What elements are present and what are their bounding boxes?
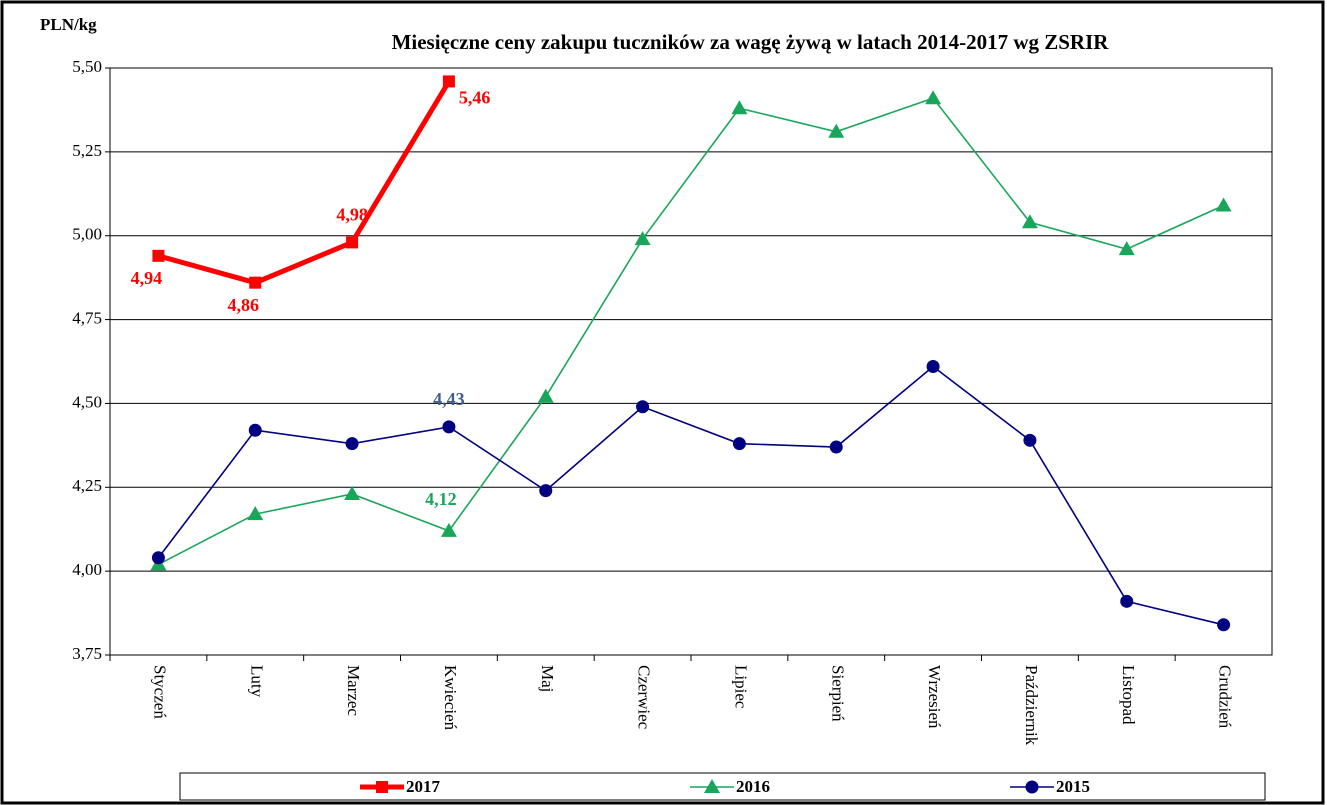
- marker: [829, 440, 843, 454]
- x-tick-label: Grudzień: [1216, 665, 1235, 729]
- x-tick-label: Sierpień: [828, 665, 847, 722]
- y-tick-label: 4,25: [72, 476, 102, 495]
- x-tick-label: Kwiecień: [441, 665, 460, 731]
- marker: [248, 423, 262, 437]
- series-line: [158, 97, 1224, 566]
- x-tick-label: Czerwiec: [635, 665, 654, 730]
- x-tick-label: Luty: [247, 665, 266, 698]
- legend-label: 2015: [1056, 777, 1090, 796]
- legend-label: 2016: [736, 777, 770, 796]
- y-tick-label: 4,50: [72, 392, 102, 411]
- marker: [634, 231, 651, 246]
- marker: [151, 551, 165, 565]
- marker: [636, 400, 650, 414]
- marker: [732, 437, 746, 451]
- marker: [442, 75, 455, 88]
- marker: [249, 276, 262, 289]
- marker: [1023, 433, 1037, 447]
- marker: [1120, 594, 1134, 608]
- y-tick-label: 4,75: [72, 308, 102, 327]
- data-label: 5,46: [459, 88, 491, 108]
- x-tick-label: Maj: [538, 665, 557, 692]
- marker: [442, 420, 456, 434]
- legend-label: 2017: [406, 777, 441, 796]
- marker: [247, 506, 264, 521]
- x-tick-label: Listopad: [1119, 665, 1138, 725]
- marker: [537, 388, 554, 403]
- marker: [1021, 214, 1038, 229]
- legend-marker: [704, 779, 720, 793]
- marker: [344, 485, 361, 500]
- marker: [1118, 241, 1135, 256]
- y-tick-label: 5,00: [72, 225, 102, 244]
- marker: [346, 236, 359, 249]
- marker: [926, 360, 940, 374]
- chart-title: Miesięczne ceny zakupu tuczników za wagę…: [392, 30, 1110, 54]
- x-tick-label: Styczeń: [151, 665, 170, 719]
- data-label: 4,94: [131, 268, 163, 288]
- data-label: 4,12: [425, 489, 457, 509]
- marker: [925, 90, 942, 105]
- y-tick-label: 5,25: [72, 141, 102, 160]
- marker: [1215, 197, 1232, 212]
- series-line: [157, 365, 1224, 626]
- marker: [828, 123, 845, 138]
- y-tick-label: 3,75: [72, 644, 102, 663]
- x-tick-label: Październik: [1022, 665, 1041, 746]
- y-axis-label: PLN/kg: [40, 15, 97, 34]
- x-tick-label: Lipiec: [732, 665, 751, 709]
- legend-marker: [376, 781, 388, 793]
- y-tick-label: 4,00: [72, 560, 102, 579]
- legend-marker: [1025, 780, 1039, 794]
- marker: [345, 437, 359, 451]
- data-label: 4,98: [336, 205, 368, 225]
- series-line: [157, 80, 452, 286]
- x-tick-label: Wrzesień: [925, 665, 944, 729]
- marker: [539, 484, 553, 498]
- marker: [152, 249, 165, 262]
- y-tick-label: 5,50: [72, 57, 102, 76]
- data-label: 4,43: [433, 389, 465, 409]
- x-tick-label: Marzec: [344, 665, 363, 716]
- data-label: 4,86: [228, 295, 260, 315]
- marker: [731, 100, 748, 115]
- marker: [440, 522, 457, 537]
- marker: [1217, 618, 1231, 632]
